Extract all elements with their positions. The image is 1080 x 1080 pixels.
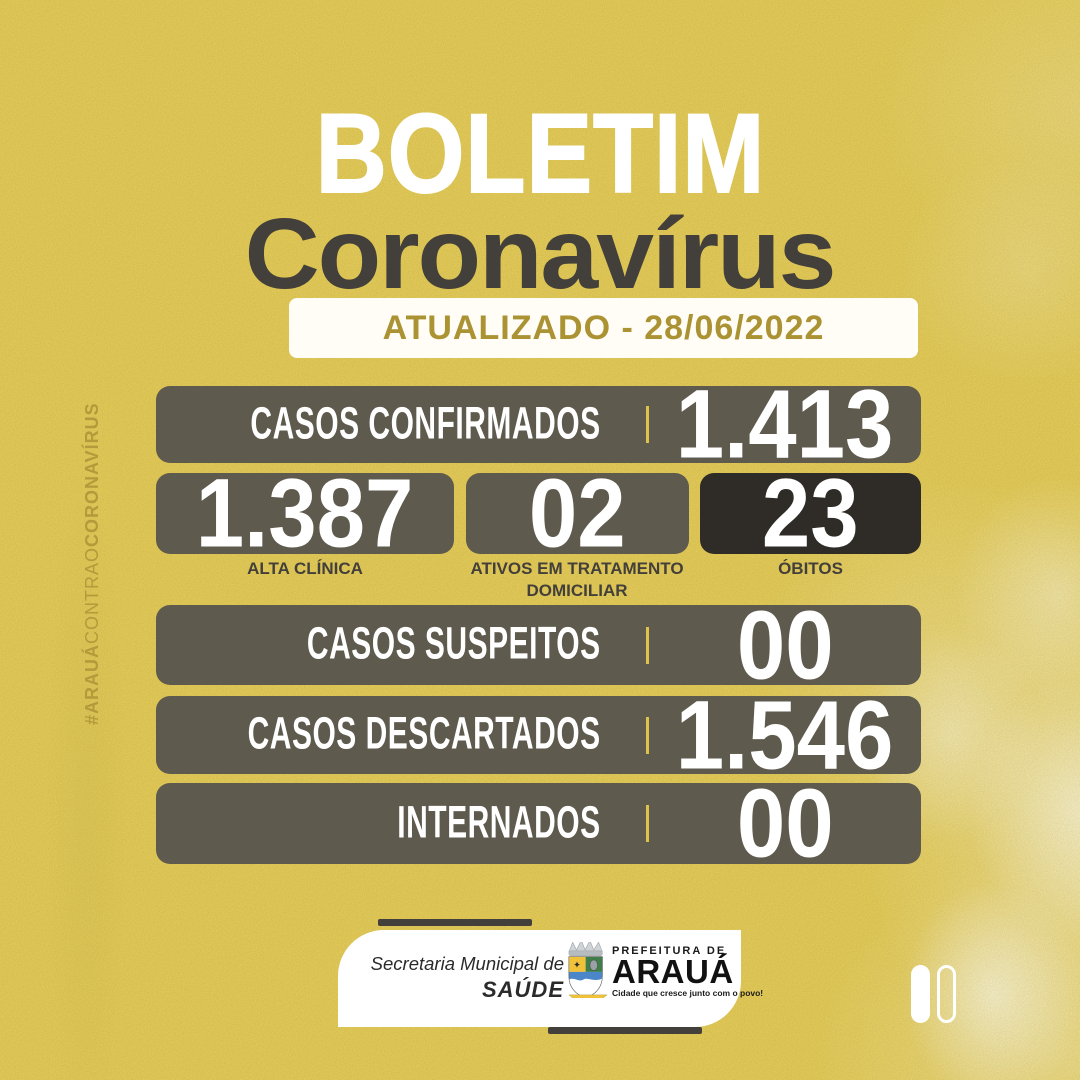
- svg-text:✦: ✦: [573, 960, 581, 971]
